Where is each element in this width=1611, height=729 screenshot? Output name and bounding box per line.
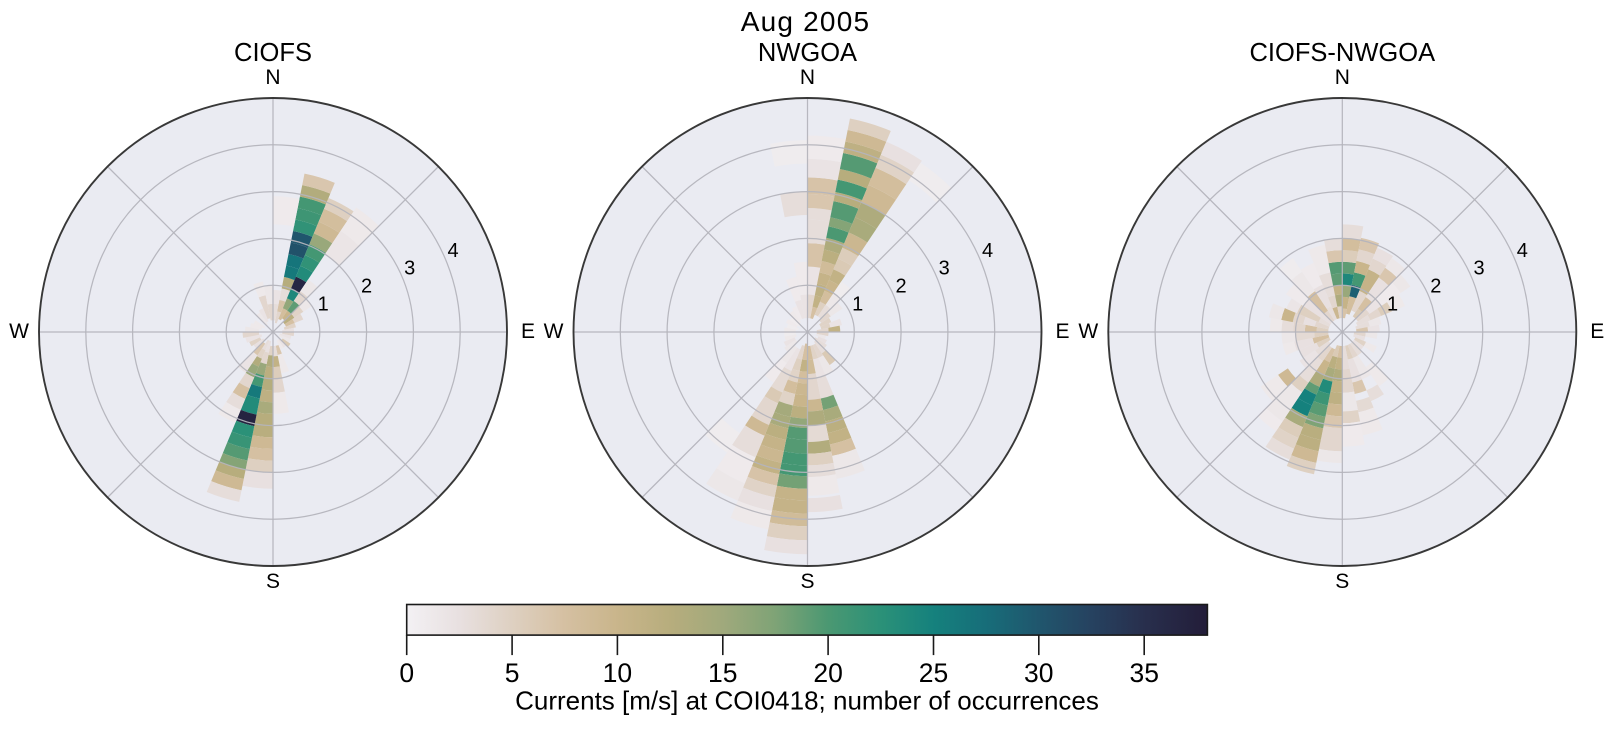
svg-text:S: S [1335, 570, 1349, 593]
svg-text:2: 2 [895, 276, 906, 298]
svg-text:Aug 2005: Aug 2005 [741, 6, 871, 37]
svg-text:1: 1 [852, 294, 863, 316]
svg-text:2: 2 [1430, 276, 1441, 298]
svg-text:N: N [800, 66, 815, 89]
svg-text:S: S [800, 570, 814, 593]
svg-text:10: 10 [603, 658, 632, 688]
svg-text:CIOFS-NWGOA: CIOFS-NWGOA [1250, 39, 1436, 67]
svg-text:1: 1 [318, 294, 329, 316]
svg-text:20: 20 [813, 658, 842, 688]
svg-text:2: 2 [361, 276, 372, 298]
svg-text:CIOFS: CIOFS [234, 39, 312, 67]
svg-text:1: 1 [1387, 294, 1398, 316]
svg-text:35: 35 [1129, 658, 1158, 688]
svg-text:S: S [266, 570, 280, 593]
svg-text:3: 3 [939, 258, 950, 280]
svg-text:15: 15 [708, 658, 737, 688]
svg-text:Currents [m/s] at COI0418; num: Currents [m/s] at COI0418; number of occ… [515, 686, 1099, 716]
svg-text:3: 3 [404, 258, 415, 280]
svg-text:E: E [1055, 320, 1069, 343]
svg-text:25: 25 [919, 658, 948, 688]
svg-text:W: W [1078, 320, 1098, 343]
svg-text:4: 4 [982, 240, 993, 262]
svg-text:4: 4 [447, 240, 458, 262]
svg-text:4: 4 [1517, 240, 1528, 262]
svg-text:W: W [544, 320, 564, 343]
svg-text:E: E [1590, 320, 1604, 343]
svg-text:E: E [521, 320, 535, 343]
svg-text:N: N [1335, 66, 1350, 89]
svg-text:0: 0 [399, 658, 414, 688]
svg-text:3: 3 [1473, 258, 1484, 280]
svg-text:W: W [9, 320, 29, 343]
svg-text:N: N [265, 66, 280, 89]
svg-text:NWGOA: NWGOA [758, 39, 857, 67]
svg-text:5: 5 [505, 658, 520, 688]
svg-text:30: 30 [1024, 658, 1053, 688]
